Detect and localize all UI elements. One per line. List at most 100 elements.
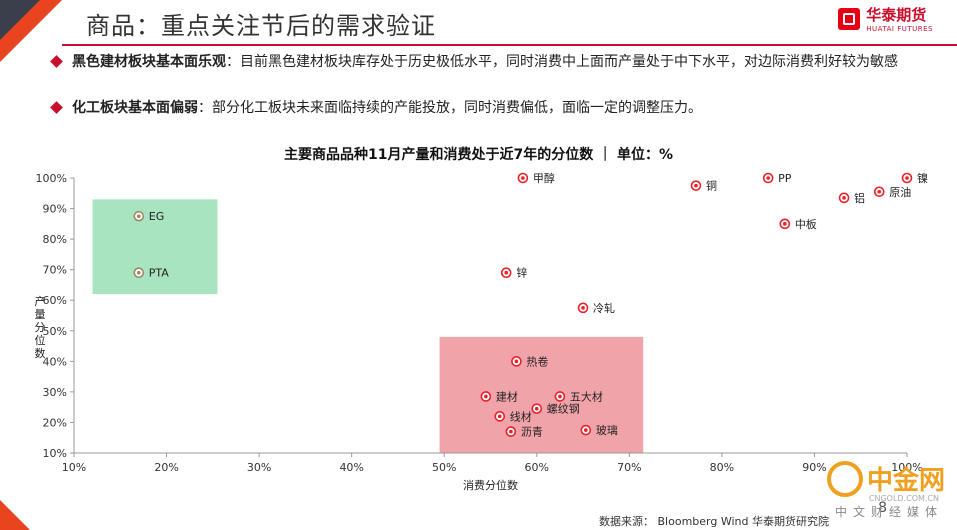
point-label: 锌 bbox=[516, 266, 527, 280]
point-label: 线材 bbox=[510, 409, 532, 423]
corner-decoration-dark bbox=[0, 0, 40, 40]
point-五大材 bbox=[554, 391, 566, 402]
watermark-brand: 中金网 bbox=[866, 466, 945, 496]
point-线材 bbox=[494, 411, 506, 422]
bullet-chemical: 化工板块基本面偏弱：部分化工板块未来面临持续的产能投放，同时消费偏低，面临一定的… bbox=[50, 98, 922, 119]
y-tick-label: 60% bbox=[43, 294, 67, 307]
y-tick-label: 70% bbox=[43, 264, 67, 277]
point-label: 甲醇 bbox=[533, 171, 555, 185]
point-label: 铝 bbox=[854, 191, 865, 205]
watermark-circle-icon bbox=[826, 460, 863, 497]
y-axis-label: 量 bbox=[35, 308, 46, 321]
point-core bbox=[521, 176, 525, 180]
y-tick-label: 90% bbox=[43, 203, 67, 216]
point-铜 bbox=[690, 180, 702, 191]
region-ferrous bbox=[439, 336, 644, 453]
y-tick-label: 50% bbox=[43, 325, 67, 338]
x-tick-label: 60% bbox=[525, 461, 549, 474]
point-冷轧 bbox=[577, 302, 589, 314]
y-axis-label: 产 bbox=[35, 294, 46, 308]
point-label: 建材 bbox=[496, 389, 518, 403]
watermark-subtitle: 中文财经媒体 bbox=[834, 505, 943, 519]
chart-title: 主要商品品种11月产量和消费处于近7年的分位数 ｜ 单位：% bbox=[284, 147, 673, 163]
y-tick-label: 40% bbox=[43, 355, 67, 368]
x-tick-label: 70% bbox=[617, 461, 641, 474]
point-core bbox=[534, 406, 539, 411]
point-core bbox=[842, 196, 846, 200]
brand-logo: 华泰期货 HUATAI FUTURES bbox=[838, 8, 933, 33]
point-core bbox=[136, 214, 141, 218]
region-chemical bbox=[92, 199, 218, 295]
bullet-heading: 黑色建材板块基本面乐观 bbox=[72, 54, 226, 70]
y-axis-label: 分 bbox=[35, 321, 46, 334]
watermark-logo: 中金网 bbox=[826, 460, 945, 497]
point-core bbox=[905, 176, 909, 180]
point-label: 五大材 bbox=[570, 389, 603, 403]
point-label: PTA bbox=[149, 267, 169, 280]
x-tick-label: 90% bbox=[802, 461, 826, 474]
point-core bbox=[694, 183, 698, 188]
point-PTA bbox=[133, 267, 145, 279]
diamond-bullet-icon bbox=[50, 55, 63, 68]
watermark-url: CNGOLD.COM.CN bbox=[868, 494, 939, 503]
point-core bbox=[484, 394, 488, 399]
point-core bbox=[766, 176, 770, 180]
point-label: 沥青 bbox=[521, 426, 543, 439]
bullet-body: ：目前黑色建材板块库存处于历史极低水平，同时消费中上面而产量处于中下水平，对边际… bbox=[226, 54, 898, 70]
point-label: 中板 bbox=[795, 217, 817, 231]
y-tick-label: 10% bbox=[43, 447, 67, 460]
bullet-heading: 化工板块基本面偏弱 bbox=[72, 100, 198, 116]
point-PP bbox=[762, 172, 774, 184]
data-source: 数据来源： Bloomberg Wind 华泰期货研究院 bbox=[599, 515, 829, 528]
point-label: 原油 bbox=[889, 185, 911, 199]
x-tick-label: 80% bbox=[710, 461, 734, 474]
x-axis-label: 消费分位数 bbox=[463, 478, 518, 492]
point-玻璃 bbox=[580, 424, 592, 436]
point-锌 bbox=[500, 267, 512, 279]
point-铝 bbox=[838, 192, 850, 204]
corner-decoration-bottom bbox=[0, 500, 30, 530]
point-螺纹钢 bbox=[531, 403, 543, 414]
logo-name-en: HUATAI FUTURES bbox=[866, 25, 933, 33]
y-axis-label: 数 bbox=[35, 347, 46, 360]
point-label: EG bbox=[149, 210, 164, 223]
x-tick-label: 40% bbox=[339, 461, 363, 474]
point-core bbox=[877, 189, 882, 194]
point-core bbox=[504, 270, 509, 275]
x-tick-label: 10% bbox=[62, 461, 86, 474]
page-number: 8 bbox=[878, 500, 887, 516]
y-tick-label: 100% bbox=[36, 172, 67, 185]
page-title: 商品：重点关注节后的需求验证 bbox=[86, 12, 436, 40]
y-axis-label: 位 bbox=[35, 333, 46, 347]
point-label: 热卷 bbox=[526, 354, 548, 368]
bullet-body: ：部分化工板块未来面临持续的产能投放，同时消费偏低，面临一定的调整压力。 bbox=[198, 100, 702, 116]
point-热卷 bbox=[511, 356, 522, 367]
x-tick-label: 30% bbox=[247, 461, 271, 474]
y-tick-label: 80% bbox=[43, 233, 67, 246]
point-core bbox=[509, 429, 513, 434]
point-label: PP bbox=[778, 172, 792, 185]
point-core bbox=[584, 428, 588, 432]
bullet-ferrous: 黑色建材板块基本面乐观：目前黑色建材板块库存处于历史极低水平，同时消费中上面而产… bbox=[50, 52, 922, 73]
point-甲醇 bbox=[517, 172, 529, 184]
point-EG bbox=[133, 210, 145, 222]
point-原油 bbox=[873, 186, 885, 198]
point-中板 bbox=[779, 218, 791, 230]
point-label: 螺纹钢 bbox=[547, 402, 580, 416]
header-divider bbox=[62, 44, 957, 46]
point-core bbox=[514, 359, 519, 364]
point-core bbox=[558, 394, 562, 399]
diamond-bullet-icon bbox=[50, 101, 63, 114]
point-label: 铜 bbox=[706, 179, 717, 193]
y-tick-label: 20% bbox=[43, 416, 67, 429]
point-镍 bbox=[901, 172, 913, 184]
point-建材 bbox=[480, 391, 492, 402]
point-label: 镍 bbox=[917, 171, 928, 185]
point-core bbox=[136, 270, 141, 275]
x-tick-label: 50% bbox=[432, 461, 456, 474]
point-label: 玻璃 bbox=[596, 423, 618, 437]
point-label: 冷轧 bbox=[593, 301, 615, 315]
logo-icon bbox=[838, 8, 861, 30]
point-core bbox=[581, 306, 585, 310]
